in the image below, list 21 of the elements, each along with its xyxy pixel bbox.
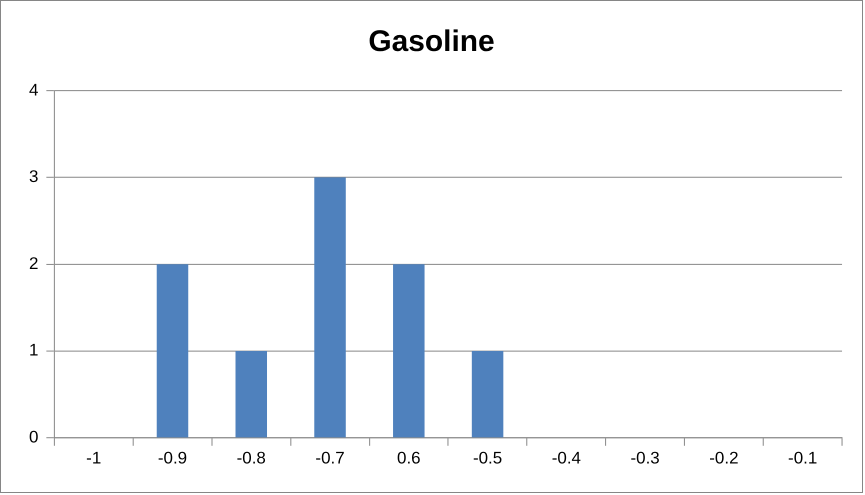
x-tick-label: -0.3 bbox=[630, 448, 660, 468]
x-tick-label: -0.4 bbox=[552, 448, 581, 468]
x-tick-label: 0.6 bbox=[397, 448, 421, 468]
bar bbox=[472, 351, 504, 438]
y-tick-label: 0 bbox=[28, 428, 38, 446]
x-tick-label: -1 bbox=[86, 448, 102, 468]
bar bbox=[156, 264, 188, 438]
y-tick-label: 3 bbox=[28, 167, 38, 186]
y-tick-label: 2 bbox=[28, 254, 38, 273]
bar bbox=[236, 351, 268, 438]
x-tick-label: -0.1 bbox=[788, 448, 818, 468]
bar bbox=[314, 177, 346, 438]
chart-title: Gasoline bbox=[368, 25, 495, 58]
x-tick-label: -0.8 bbox=[236, 448, 266, 468]
x-tick-label: -0.7 bbox=[315, 448, 345, 468]
y-tick-label: 4 bbox=[28, 80, 38, 100]
x-tick-label: -0.9 bbox=[158, 448, 188, 468]
y-tick-label: 1 bbox=[28, 340, 38, 360]
x-tick-label: -0.5 bbox=[472, 448, 502, 468]
x-tick-label: -0.2 bbox=[709, 448, 738, 468]
bar bbox=[393, 264, 425, 438]
